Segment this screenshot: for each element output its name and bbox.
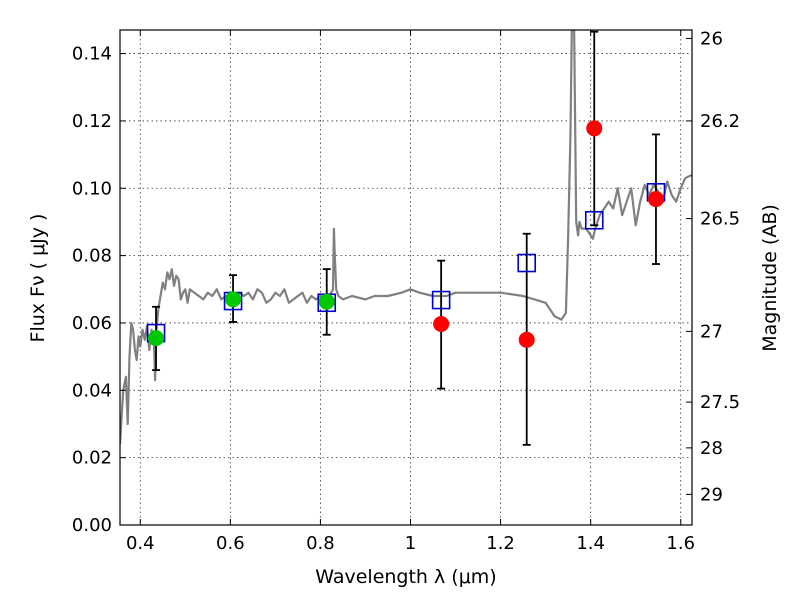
y-axis-label: Flux Fν ( μJy ) [27,214,49,343]
x-tick-label: 0.8 [306,533,335,554]
x-tick-label: 0.4 [126,533,155,554]
y2-tick-label: 26.2 [700,111,740,132]
photometric-point [148,330,165,347]
points-layer [146,30,666,446]
y-tick-label: 0.14 [72,44,112,65]
model-flux-square [431,290,451,310]
photometric-point [225,291,242,308]
y-tick-label: 0.10 [72,178,112,199]
y2-tick-label: 26.5 [700,209,740,230]
x-tick-label: 1.4 [576,533,605,554]
y-tick-label: 0.02 [72,448,112,469]
photometric-point [647,191,664,208]
x-tick-label: 0.6 [216,533,245,554]
y2-tick-label: 28 [700,438,723,459]
plot-frame [119,29,693,526]
y-tick-label: 0.08 [72,246,112,267]
y-axis-ticks: 0.00 0.02 0.04 0.06 0.08 0.10 0.12 0.14 [72,44,126,536]
x-tick-label: 1.6 [666,533,695,554]
photometric-point [433,315,450,332]
spectrum-line [120,30,692,445]
model-flux-square [517,253,537,273]
x-tick-label: 1.2 [486,533,515,554]
x-axis-label: Wavelength λ (μm) [315,566,496,588]
x-tick-label: 1 [405,533,416,554]
y-tick-label: 0.04 [72,380,112,401]
y-tick-label: 0.00 [72,515,112,536]
photometric-point [518,331,535,348]
y-tick-label: 0.06 [72,313,112,334]
y2-axis-label: Magnitude (AB) [759,204,781,352]
spectrum-layer [120,30,692,445]
y2-tick-label: 26 [700,28,723,49]
grid-lines [120,30,692,525]
y-tick-label: 0.12 [72,111,112,132]
photometric-point [318,293,335,310]
y2-tick-label: 29 [700,484,723,505]
y2-tick-label: 27.5 [700,392,740,413]
model-flux-square [584,210,604,230]
photometric-point [586,120,603,137]
x-axis-ticks: 0.4 0.6 0.8 1 1.2 1.4 1.6 [126,30,695,554]
y2-tick-label: 27 [700,321,723,342]
y2-axis-ticks: 26 26.2 26.5 27 27.5 28 29 [686,28,740,505]
